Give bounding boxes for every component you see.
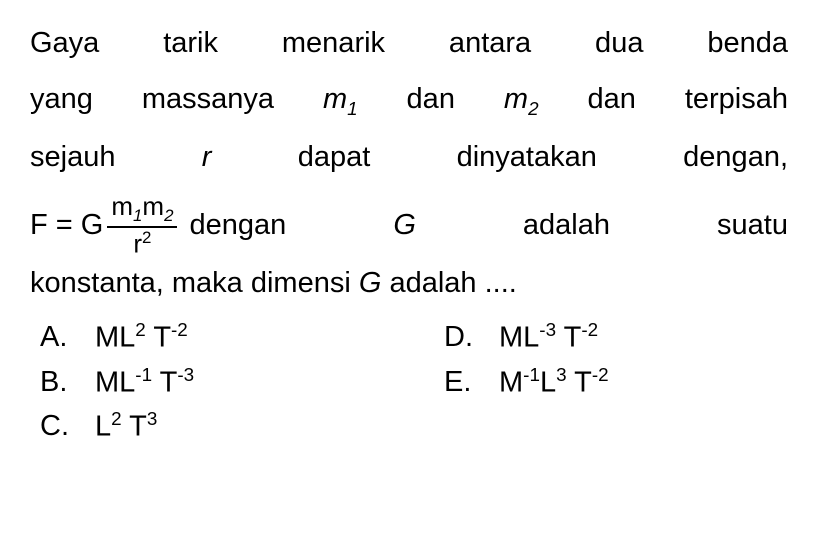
fraction-denominator: r2 (129, 228, 155, 260)
dim-exp1: 2 (111, 408, 121, 429)
dim-exp1: -3 (539, 319, 556, 340)
text-part: adalah suatu (416, 209, 788, 241)
text-part: dengan (189, 209, 393, 241)
text-part: adalah .... (381, 267, 516, 299)
question-line-5: konstanta, maka dimensi G adalah .... (30, 260, 788, 306)
formula-line: F = G m1m2 r2 dengan G adalah suatu (30, 191, 788, 260)
dim-pre: ML (95, 322, 135, 354)
variable-r: r (202, 141, 212, 173)
dim-exp1: 3 (556, 364, 566, 385)
option-b: B. ML-1 T-3 (40, 361, 384, 405)
option-value-c: L2 T3 (95, 405, 157, 449)
text-part: dan terpisah (539, 83, 788, 115)
var-m1: m (111, 191, 133, 221)
dim-mid: T (122, 410, 147, 442)
text-part: sejauh (30, 141, 202, 173)
option-value-a: ML2 T-2 (95, 316, 188, 360)
variable-m1: m (323, 83, 347, 115)
question-line-2: yang massanya m1 dan m2 dan terpisah (30, 76, 788, 124)
question-line-1: Gaya tarik menarik antara dua benda (30, 20, 788, 66)
option-label-b: B. (40, 361, 70, 405)
text-part: dapat dinyatakan dengan, (211, 141, 788, 173)
dim-exp0: -1 (523, 364, 540, 385)
dim-pre: ML (95, 366, 135, 398)
dim-exp2: -2 (171, 319, 188, 340)
dim-mid: T (567, 366, 592, 398)
option-label-d: D. (444, 316, 474, 360)
subscript-2: 2 (528, 98, 538, 119)
dim-mid: T (556, 322, 581, 354)
formula-lhs: F = G (30, 202, 103, 248)
dim-exp2: -2 (592, 364, 609, 385)
dim-mid0: L (540, 366, 556, 398)
sup-2: 2 (142, 228, 151, 247)
option-label-a: A. (40, 316, 70, 360)
option-e: E. M-1L3 T-2 (444, 361, 788, 405)
subscript-1: 1 (347, 98, 357, 119)
question-block: Gaya tarik menarik antara dua benda yang… (30, 20, 788, 306)
option-a: A. ML2 T-2 (40, 316, 384, 360)
dim-pre: L (95, 410, 111, 442)
dim-mid: T (146, 322, 171, 354)
dim-pre: M (499, 366, 523, 398)
option-value-e: M-1L3 T-2 (499, 361, 609, 405)
dim-mid: T (152, 366, 177, 398)
var-m2: m (142, 191, 164, 221)
text-part: yang massanya (30, 83, 323, 115)
variable-G: G (393, 209, 416, 241)
option-value-d: ML-3 T-2 (499, 316, 598, 360)
dim-exp1: 2 (135, 319, 145, 340)
formula: F = G m1m2 r2 (30, 191, 181, 260)
var-r: r (133, 229, 142, 259)
variable-G: G (359, 267, 382, 299)
text-part: dan (358, 83, 504, 115)
options-block: A. ML2 T-2 D. ML-3 T-2 B. ML-1 T-3 E. M-… (30, 316, 788, 448)
sub-2: 2 (164, 206, 173, 225)
sub-1: 1 (133, 206, 142, 225)
dim-exp2: -3 (177, 364, 194, 385)
question-line-3: sejauh r dapat dinyatakan dengan, (30, 134, 788, 180)
option-label-e: E. (444, 361, 474, 405)
option-d: D. ML-3 T-2 (444, 316, 788, 360)
dim-pre: ML (499, 322, 539, 354)
text-part: konstanta, maka dimensi (30, 267, 359, 299)
dim-exp1: -1 (135, 364, 152, 385)
formula-line-text: dengan G adalah suatu (189, 202, 788, 248)
dim-exp2: 3 (147, 408, 157, 429)
option-label-c: C. (40, 405, 70, 449)
dim-exp2: -2 (581, 319, 598, 340)
fraction: m1m2 r2 (107, 191, 177, 260)
option-value-b: ML-1 T-3 (95, 361, 194, 405)
variable-m2: m (504, 83, 528, 115)
fraction-numerator: m1m2 (107, 191, 177, 228)
option-c: C. L2 T3 (40, 405, 384, 449)
